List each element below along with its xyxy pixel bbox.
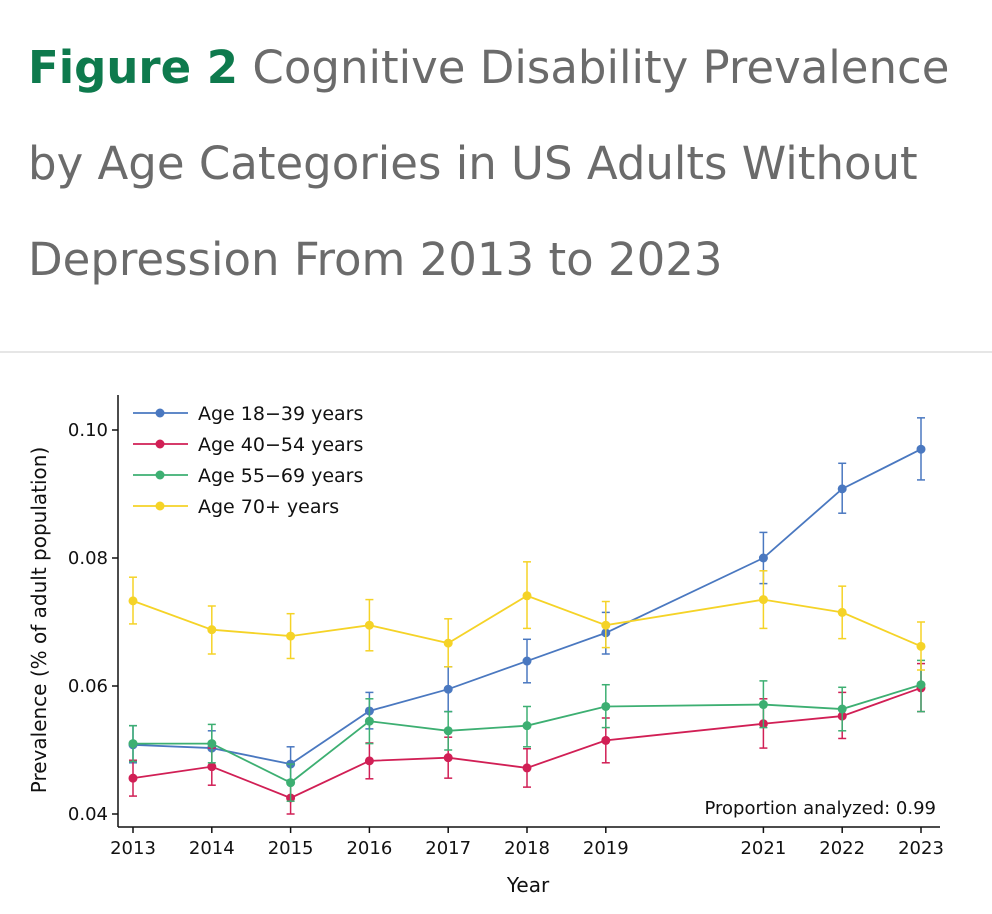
data-point [522,763,532,773]
axes: 0.04 0.06 0.08 0.10 2013 2014 2015 2016 2017 2018… [68,395,944,859]
legend-marker [155,470,165,480]
data-point [522,721,532,731]
series-line [132,594,922,648]
legend-marker [155,439,165,449]
data-point [837,607,847,617]
data-point [758,595,768,605]
series-line [133,683,922,784]
figure-label: Figure 2 [28,41,239,94]
data-point [443,726,453,736]
data-point [128,739,138,749]
data-point [601,735,611,745]
y-axis-label: Prevalence (% of adult population) [27,447,51,794]
legend-marker [155,501,165,511]
data-point [837,484,847,494]
legend-label: Age 40−54 years [198,434,363,456]
figure-title: Figure 2 Cognitive Disability Prevalence… [28,20,968,308]
data-point [207,625,217,635]
x-tick-label: 2019 [583,838,629,859]
x-axis-label: Year [506,873,550,897]
legend-label: Age 70+ years [198,496,339,518]
x-tick-label: 2022 [819,838,865,859]
legend: Age 18−39 years Age 40−54 years Age 55−69 … [133,403,363,518]
series-line [132,687,922,799]
x-tick-label: 2013 [110,838,156,859]
data-point [443,753,453,763]
figure-title-text: Cognitive Disability Prevalence by Age C… [28,41,950,286]
y-tick-label: 0.06 [68,676,108,697]
legend-label: Age 18−39 years [198,403,363,425]
data-point [207,762,217,772]
data-point [364,716,374,726]
data-point [758,553,768,563]
series-4 [128,561,926,671]
y-tick-label: 0.04 [68,804,108,825]
data-point [128,596,138,606]
data-point [837,704,847,714]
data-point [522,591,532,601]
data-point [286,778,296,788]
x-tick-label: 2016 [346,838,392,859]
series-line [132,448,922,766]
annotation: Proportion analyzed: 0.99 [704,798,936,819]
data-point [601,620,611,630]
data-point [364,620,374,630]
x-tick-label: 2023 [898,838,944,859]
data-point [207,739,217,749]
chart-marks [128,417,926,815]
data-point [443,638,453,648]
data-point [758,700,768,710]
x-tick-label: 2017 [425,838,471,859]
data-point [916,680,926,690]
data-point [286,631,296,641]
x-tick-label: 2015 [268,838,314,859]
y-tick-label: 0.08 [68,548,108,569]
x-tick-label: 2014 [189,838,235,859]
data-point [916,444,926,454]
data-point [128,773,138,783]
legend-label: Age 55−69 years [198,465,363,487]
y-tick-label: 0.10 [68,420,108,441]
data-point [443,684,453,694]
legend-marker [155,408,165,418]
x-tick-label: 2021 [740,838,786,859]
x-tick-label: 2018 [504,838,550,859]
series-3 [128,659,926,802]
divider [0,351,992,353]
data-point [601,701,611,711]
data-point [916,641,926,651]
data-point [364,756,374,766]
data-point [522,656,532,666]
